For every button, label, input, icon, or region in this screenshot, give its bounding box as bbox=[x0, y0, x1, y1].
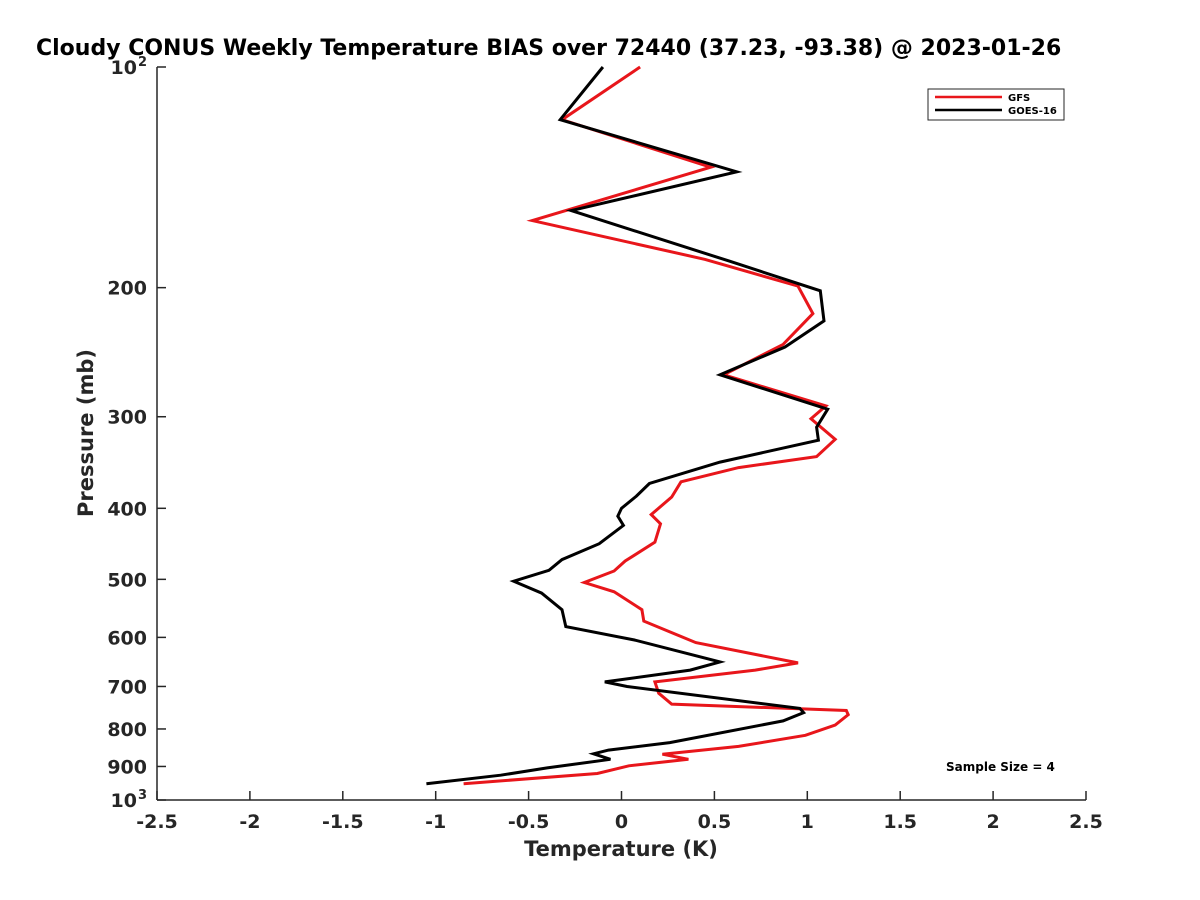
x-tick-label: 0 bbox=[615, 811, 628, 833]
legend-label-gfs: GFS bbox=[1008, 93, 1030, 104]
y-tick-label: 700 bbox=[107, 676, 147, 698]
y-tick-label: 500 bbox=[107, 569, 147, 591]
x-tick-label: 1.5 bbox=[883, 811, 917, 833]
x-tick-label: 2.5 bbox=[1069, 811, 1103, 833]
x-tick-label: -1 bbox=[425, 811, 446, 833]
y-tick-label: 10 bbox=[111, 57, 137, 79]
y-tick-label: 900 bbox=[107, 756, 147, 778]
x-tick-label: 2 bbox=[986, 811, 999, 833]
y-tick-exponent: 2 bbox=[138, 55, 147, 70]
y-tick-label: 400 bbox=[107, 498, 147, 520]
y-tick-label: 800 bbox=[107, 719, 147, 741]
x-tick-label: -1.5 bbox=[322, 811, 364, 833]
y-tick-label: 600 bbox=[107, 627, 147, 649]
y-tick-label: 200 bbox=[107, 278, 147, 300]
y-tick-exponent: 3 bbox=[138, 788, 147, 803]
x-tick-label: -2 bbox=[239, 811, 260, 833]
chart-title: Cloudy CONUS Weekly Temperature BIAS ove… bbox=[36, 36, 1061, 61]
x-tick-label: -0.5 bbox=[508, 811, 550, 833]
x-axis-label: Temperature (K) bbox=[524, 837, 718, 861]
series-layer bbox=[426, 65, 851, 786]
series-line-gfs bbox=[463, 65, 851, 786]
x-tick-label: 1 bbox=[801, 811, 814, 833]
legend: GFS GOES-16 bbox=[927, 88, 1065, 121]
x-tick-label: 0.5 bbox=[698, 811, 732, 833]
y-axis-label: Pressure (mb) bbox=[74, 349, 98, 517]
x-tick-label: -2.5 bbox=[136, 811, 178, 833]
series-line-goes16 bbox=[426, 66, 830, 786]
sample-size-annotation: Sample Size = 4 bbox=[946, 760, 1055, 774]
x-ticks: -2.5 -2 -1.5 -1 -0.5 0 0.5 1 1.5 2 2.5 bbox=[136, 791, 1103, 833]
y-tick-label: 300 bbox=[107, 407, 147, 429]
y-tick-label: 10 bbox=[111, 790, 137, 812]
legend-box bbox=[927, 88, 1065, 121]
legend-label-goes16: GOES-16 bbox=[1008, 106, 1057, 117]
